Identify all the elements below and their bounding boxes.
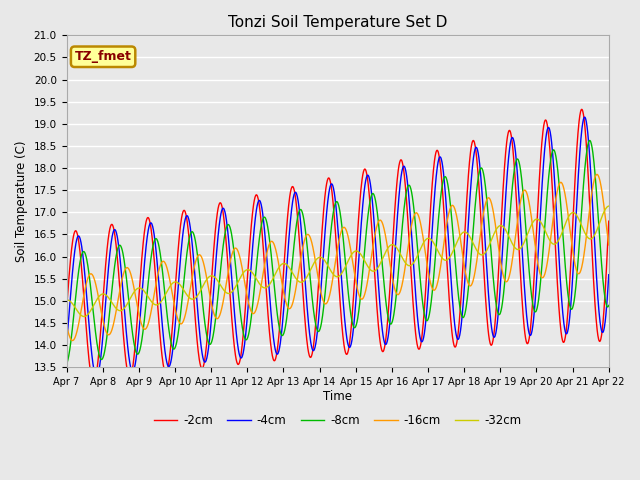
- -8cm: [371, 196, 379, 202]
- -16cm: [372, 229, 380, 235]
- -4cm: [580, 114, 588, 120]
- -4cm: [93, 374, 100, 380]
- -4cm: [372, 238, 380, 244]
- Legend: -2cm, -4cm, -8cm, -16cm, -32cm: -2cm, -4cm, -8cm, -16cm, -32cm: [149, 409, 526, 432]
- -2cm: [293, 208, 301, 214]
- -32cm: [314, 255, 322, 261]
- -2cm: [90, 380, 97, 386]
- X-axis label: Time: Time: [323, 390, 352, 403]
- -16cm: [593, 171, 601, 177]
- Line: -16cm: -16cm: [67, 174, 609, 340]
- -2cm: [605, 218, 612, 224]
- -8cm: [605, 302, 612, 308]
- -2cm: [105, 231, 113, 237]
- -32cm: [372, 267, 380, 273]
- -8cm: [586, 138, 593, 144]
- -8cm: [292, 221, 300, 227]
- -16cm: [304, 231, 312, 237]
- Y-axis label: Soil Temperature (C): Soil Temperature (C): [15, 141, 28, 262]
- -4cm: [127, 365, 135, 371]
- -32cm: [127, 294, 135, 300]
- Line: -32cm: -32cm: [67, 206, 609, 316]
- -2cm: [63, 307, 70, 312]
- -32cm: [63, 297, 70, 303]
- -4cm: [105, 261, 113, 267]
- -32cm: [80, 313, 88, 319]
- -16cm: [63, 322, 70, 328]
- -4cm: [605, 272, 612, 277]
- -16cm: [314, 274, 322, 279]
- -32cm: [105, 295, 113, 301]
- Title: Tonzi Soil Temperature Set D: Tonzi Soil Temperature Set D: [228, 15, 447, 30]
- -32cm: [293, 277, 301, 283]
- -4cm: [304, 317, 312, 323]
- -2cm: [578, 107, 586, 112]
- -2cm: [314, 290, 322, 296]
- -4cm: [314, 324, 322, 329]
- -4cm: [293, 192, 301, 198]
- -32cm: [605, 203, 612, 209]
- -8cm: [314, 328, 321, 334]
- -8cm: [63, 361, 70, 367]
- -16cm: [605, 242, 612, 248]
- -2cm: [372, 283, 380, 288]
- -8cm: [304, 250, 312, 255]
- -16cm: [105, 332, 113, 338]
- -16cm: [69, 337, 77, 343]
- -2cm: [304, 348, 312, 353]
- -8cm: [105, 320, 113, 326]
- Line: -2cm: -2cm: [67, 109, 609, 383]
- -32cm: [304, 272, 312, 277]
- Line: -4cm: -4cm: [67, 117, 609, 377]
- Line: -8cm: -8cm: [67, 141, 609, 364]
- -4cm: [63, 341, 70, 347]
- -8cm: [127, 314, 134, 320]
- -16cm: [293, 279, 301, 285]
- -16cm: [127, 272, 135, 277]
- Text: TZ_fmet: TZ_fmet: [75, 50, 132, 63]
- -2cm: [127, 373, 135, 379]
